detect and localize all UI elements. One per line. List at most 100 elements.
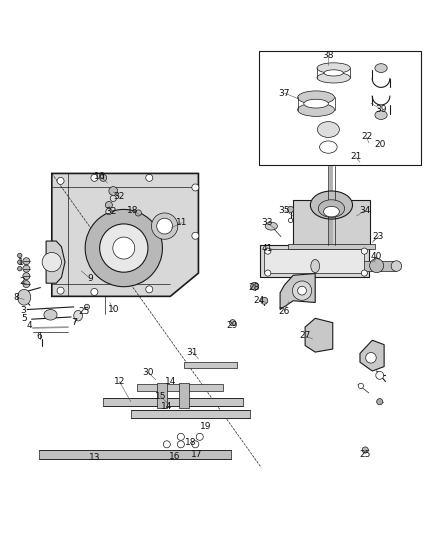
Text: 5: 5 [21,314,27,323]
Text: 18: 18 [185,438,196,447]
Ellipse shape [316,63,350,74]
Circle shape [105,201,112,208]
Polygon shape [304,318,332,352]
Circle shape [288,218,292,223]
Polygon shape [46,241,65,283]
Ellipse shape [310,260,319,273]
Bar [258,51,420,165]
Text: 18: 18 [127,206,138,215]
Text: 14: 14 [164,377,176,386]
Circle shape [297,286,306,295]
Polygon shape [52,173,198,296]
Circle shape [287,206,293,213]
Circle shape [23,273,30,280]
Bar [259,245,368,277]
Text: 20: 20 [373,140,385,149]
Bar [264,249,364,273]
Ellipse shape [323,70,343,76]
Text: 11: 11 [176,218,187,227]
Circle shape [191,441,198,448]
Circle shape [196,433,203,440]
Circle shape [57,177,64,184]
Ellipse shape [319,141,336,154]
Text: 40: 40 [370,252,381,261]
Ellipse shape [310,191,352,219]
Ellipse shape [265,222,277,230]
Text: 14: 14 [161,401,172,410]
Text: 1: 1 [18,257,24,266]
Circle shape [85,209,162,287]
Circle shape [264,270,270,276]
Text: 30: 30 [142,368,154,377]
Ellipse shape [374,111,386,119]
Text: 27: 27 [299,332,310,341]
Circle shape [360,248,367,254]
Text: 35: 35 [278,206,290,215]
Circle shape [42,253,61,272]
Circle shape [264,248,270,254]
Circle shape [135,210,141,216]
Text: 34: 34 [359,206,370,215]
Circle shape [229,320,235,326]
Bar [293,200,369,245]
Text: 24: 24 [253,296,264,305]
Circle shape [145,174,152,181]
Circle shape [260,297,267,304]
Circle shape [250,282,258,290]
Circle shape [106,208,112,215]
Circle shape [369,259,383,273]
Circle shape [18,253,22,258]
Text: 9: 9 [87,274,93,283]
Circle shape [23,258,30,265]
Circle shape [151,213,177,239]
Ellipse shape [74,310,82,321]
Text: 4: 4 [27,321,32,330]
Text: 41: 41 [261,244,272,253]
Text: 16: 16 [94,172,106,181]
Text: 31: 31 [186,348,198,357]
Bar [137,384,222,391]
Circle shape [57,287,64,294]
Circle shape [376,399,382,405]
Ellipse shape [318,200,344,217]
Polygon shape [359,340,383,371]
Circle shape [361,447,367,453]
Circle shape [18,266,22,271]
Ellipse shape [316,72,350,83]
Circle shape [163,441,170,448]
Ellipse shape [317,122,339,138]
Text: 32: 32 [113,192,125,201]
Bar [287,244,374,249]
Text: 29: 29 [226,321,237,330]
Circle shape [365,352,375,363]
Text: 39: 39 [374,105,386,114]
Bar [183,362,237,368]
Circle shape [18,260,22,264]
Text: 8: 8 [14,293,20,302]
Ellipse shape [44,310,57,320]
Circle shape [91,174,98,181]
Circle shape [145,286,152,293]
Circle shape [191,184,198,191]
Text: 17: 17 [191,450,202,459]
Text: 16: 16 [169,451,180,461]
Text: 3: 3 [20,306,26,315]
Bar [157,383,166,408]
Circle shape [84,304,89,310]
Circle shape [191,232,198,239]
Text: 2: 2 [19,277,25,286]
Bar [179,383,188,408]
Circle shape [177,441,184,448]
Circle shape [99,174,106,181]
Circle shape [113,237,134,259]
Text: 32: 32 [105,207,116,216]
Bar [314,261,396,271]
Circle shape [177,433,184,440]
Ellipse shape [374,63,386,72]
Ellipse shape [297,103,334,116]
Circle shape [156,218,172,234]
Circle shape [375,372,383,379]
Text: 15: 15 [154,392,166,400]
Text: 33: 33 [261,218,272,227]
Text: 22: 22 [360,133,371,141]
